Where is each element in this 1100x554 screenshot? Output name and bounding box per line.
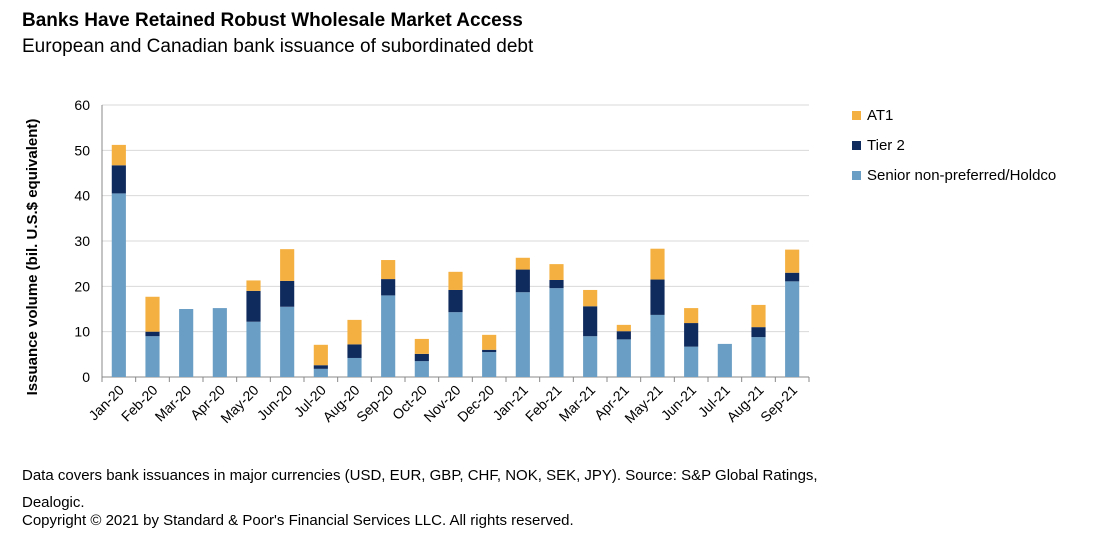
- stacked-bar-chart: 0102030405060Jan-20Feb-20Mar-20Apr-20May…: [24, 97, 810, 426]
- legend-label-tier2: Tier 2: [867, 136, 905, 154]
- bar-at1-jun-20: [280, 249, 295, 281]
- bar-senior-non-preferred-holdco-mar-21: [583, 336, 598, 377]
- bar-senior-non-preferred-holdco-jul-20: [313, 368, 328, 377]
- bar-at1-jul-20: [313, 344, 328, 366]
- bar-at1-jun-21: [684, 308, 699, 324]
- x-tick-label: Aug-21: [723, 382, 766, 425]
- bar-at1-aug-20: [347, 319, 362, 345]
- y-tick-label: 40: [74, 188, 90, 204]
- bar-at1-feb-21: [549, 264, 564, 280]
- bar-at1-dec-20: [482, 334, 497, 350]
- bar-senior-non-preferred-holdco-oct-20: [414, 361, 429, 377]
- y-tick-label: 20: [74, 278, 90, 294]
- bar-senior-non-preferred-holdco-feb-21: [549, 288, 564, 377]
- bar-at1-sep-20: [381, 260, 396, 280]
- footnote-source: Data covers bank issuances in major curr…: [22, 467, 818, 511]
- bar-tier-2-aug-21: [751, 327, 766, 338]
- legend-item-at1: AT1: [852, 100, 1056, 130]
- x-tick-label: Feb-21: [522, 382, 565, 425]
- bar-tier-2-oct-20: [414, 353, 429, 362]
- bar-tier-2-sep-21: [785, 272, 800, 282]
- legend: AT1 Tier 2 Senior non-preferred/Holdco: [852, 100, 1056, 190]
- y-axis-title: Issuance volume (bil. U.S.$ equivalent): [24, 119, 41, 396]
- bar-at1-jan-21: [515, 257, 530, 270]
- x-tick-label: May-21: [621, 382, 665, 426]
- bar-at1-sep-21: [785, 249, 800, 273]
- y-tick-label: 60: [74, 97, 90, 113]
- bar-senior-non-preferred-holdco-jun-21: [684, 346, 699, 377]
- bar-tier-2-jul-20: [313, 365, 328, 369]
- legend-item-tier2: Tier 2: [852, 130, 1056, 160]
- x-tick-label: Sep-20: [353, 382, 396, 425]
- x-tick-label: Jun-20: [254, 382, 296, 424]
- bar-at1-nov-20: [448, 271, 463, 290]
- bar-at1-may-21: [650, 248, 665, 280]
- bar-tier-2-apr-21: [616, 331, 631, 340]
- bar-tier-2-may-20: [246, 290, 261, 322]
- bar-tier-2-nov-20: [448, 289, 463, 313]
- bar-senior-non-preferred-holdco-may-20: [246, 321, 261, 377]
- bar-senior-non-preferred-holdco-jan-20: [111, 193, 126, 377]
- bar-tier-2-jun-20: [280, 280, 295, 307]
- legend-swatch-tier2: [852, 140, 861, 150]
- bar-tier-2-mar-21: [583, 306, 598, 337]
- chart-title: Banks Have Retained Robust Wholesale Mar…: [22, 10, 523, 31]
- bar-senior-non-preferred-holdco-apr-21: [616, 339, 631, 377]
- legend-item-senior: Senior non-preferred/Holdco: [852, 160, 1056, 190]
- bar-senior-non-preferred-holdco-jun-20: [280, 306, 295, 377]
- x-tick-label: Nov-20: [420, 382, 463, 425]
- bar-at1-mar-21: [583, 289, 598, 307]
- y-tick-label: 50: [74, 142, 90, 158]
- bar-senior-non-preferred-holdco-mar-20: [179, 309, 194, 377]
- bar-at1-may-20: [246, 280, 261, 291]
- bar-tier-2-jan-20: [111, 165, 126, 194]
- bar-senior-non-preferred-holdco-nov-20: [448, 312, 463, 377]
- bar-senior-non-preferred-holdco-sep-20: [381, 295, 396, 377]
- bar-tier-2-jun-21: [684, 323, 699, 347]
- bar-senior-non-preferred-holdco-jan-21: [515, 292, 530, 377]
- x-tick-label: Dec-20: [454, 382, 497, 425]
- bar-senior-non-preferred-holdco-may-21: [650, 314, 665, 377]
- legend-swatch-at1: [852, 110, 861, 120]
- x-tick-label: Sep-21: [757, 382, 800, 425]
- footnote-copyright: Copyright © 2021 by Standard & Poor's Fi…: [22, 512, 574, 529]
- bar-tier-2-aug-20: [347, 344, 362, 358]
- y-tick-label: 0: [82, 369, 90, 385]
- x-tick-label: May-20: [217, 382, 261, 426]
- bar-tier-2-feb-21: [549, 279, 564, 289]
- chart-subtitle: European and Canadian bank issuance of s…: [22, 36, 534, 57]
- bar-at1-feb-20: [145, 296, 160, 332]
- bar-senior-non-preferred-holdco-dec-20: [482, 352, 497, 377]
- y-tick-label: 30: [74, 233, 90, 249]
- bar-tier-2-feb-20: [145, 331, 160, 337]
- bar-tier-2-sep-20: [381, 279, 396, 296]
- bar-senior-non-preferred-holdco-feb-20: [145, 336, 160, 377]
- legend-swatch-senior: [852, 170, 861, 180]
- x-tick-label: Aug-20: [319, 382, 362, 425]
- x-tick-label: Feb-20: [118, 382, 161, 425]
- bar-at1-jan-20: [111, 144, 126, 166]
- bar-tier-2-dec-20: [482, 349, 497, 353]
- bar-senior-non-preferred-holdco-aug-21: [751, 337, 766, 377]
- bar-tier-2-may-21: [650, 279, 665, 315]
- legend-label-at1: AT1: [867, 106, 894, 124]
- y-tick-label: 10: [74, 324, 90, 340]
- bar-senior-non-preferred-holdco-sep-21: [785, 281, 800, 377]
- x-tick-label: Mar-20: [152, 382, 195, 425]
- bar-senior-non-preferred-holdco-apr-20: [212, 308, 227, 377]
- bar-at1-apr-21: [616, 324, 631, 332]
- x-tick-label: Mar-21: [556, 382, 599, 425]
- x-tick-label: Jun-21: [658, 382, 700, 424]
- bar-tier-2-jan-21: [515, 269, 530, 293]
- legend-label-senior: Senior non-preferred/Holdco: [867, 166, 1057, 184]
- bar-senior-non-preferred-holdco-aug-20: [347, 357, 362, 377]
- bar-at1-oct-20: [414, 338, 429, 354]
- bar-at1-aug-21: [751, 304, 766, 328]
- bar-senior-non-preferred-holdco-jul-21: [717, 343, 732, 377]
